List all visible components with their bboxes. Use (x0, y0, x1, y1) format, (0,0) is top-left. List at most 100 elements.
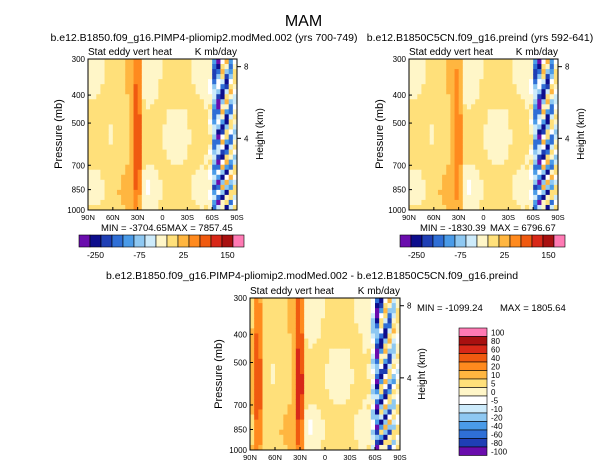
heatmap-cell (275, 323, 280, 329)
heatmap-cell (387, 343, 393, 350)
heatmap-cell (454, 184, 460, 191)
heatmap-cell (145, 184, 151, 191)
heatmap-cell (370, 374, 376, 380)
heatmap-cell (228, 99, 234, 105)
heatmap-cell (88, 129, 93, 135)
heatmap-cell (254, 343, 259, 350)
heatmap-cell (409, 169, 414, 176)
heatmap-cell (341, 384, 347, 390)
heatmap-cell (166, 59, 172, 65)
heatmap-cell (345, 303, 351, 309)
heatmap-cell (387, 379, 393, 385)
heatmap-cell (437, 129, 443, 135)
colorbar-swatch (89, 234, 102, 248)
heatmap-cell (350, 414, 355, 420)
heatmap-cell (370, 303, 376, 309)
heatmap-cell (466, 149, 472, 156)
heatmap-cell (354, 298, 359, 304)
heatmap-cell (437, 124, 443, 130)
heatmap-cell (487, 204, 493, 211)
heatmap-cell (446, 144, 451, 150)
heatmap-cell (150, 99, 155, 105)
heatmap-cell (475, 69, 480, 75)
heatmap-cell (104, 129, 110, 135)
heatmap-cell (170, 184, 176, 191)
heatmap-cell (370, 444, 376, 451)
x-tick-label: 60N (106, 213, 120, 222)
heatmap-cell (429, 79, 435, 85)
heatmap-cell (104, 144, 110, 150)
heatmap-cell (479, 59, 484, 65)
heatmap-cell (329, 424, 334, 431)
heatmap-cell (409, 179, 414, 186)
heatmap-cell (203, 89, 209, 95)
heatmap-cell (166, 154, 172, 161)
heatmap-cell (479, 74, 484, 80)
heatmap-cell (446, 104, 451, 110)
heatmap-cell (228, 164, 234, 171)
heatmap-cell (270, 384, 276, 390)
heatmap-cell (300, 444, 305, 451)
heatmap-cell (137, 74, 143, 80)
heatmap-cell (471, 129, 476, 135)
y-tick-label: 500 (234, 358, 248, 367)
heatmap-cell (329, 343, 334, 350)
heatmap-cell (203, 149, 209, 156)
heatmap-cell (104, 119, 110, 125)
heatmap-cell (212, 164, 217, 171)
heatmap-cell (409, 124, 414, 130)
heatmap-cell (524, 189, 530, 196)
heatmap-cell (100, 194, 105, 201)
heatmap-cell (316, 379, 322, 385)
heatmap-cell (341, 353, 347, 360)
heatmap-cell (379, 368, 384, 375)
heatmap-cell (232, 124, 238, 130)
heatmap-cell (537, 144, 542, 150)
heatmap-cell (100, 119, 105, 125)
heatmap-cell (541, 109, 546, 115)
heatmap-cell (108, 184, 114, 191)
heatmap-cell (387, 399, 393, 405)
heatmap-cell (320, 389, 326, 395)
heatmap-cell (212, 99, 217, 105)
heatmap-cell (458, 184, 464, 191)
heatmap-cell (483, 204, 489, 211)
heatmap-cell (179, 184, 184, 191)
heatmap-cell (508, 59, 513, 65)
heatmap-cell (471, 94, 476, 100)
heatmap-cell (100, 79, 105, 85)
heatmap-cell (279, 338, 284, 344)
heatmap-cell (354, 353, 359, 360)
heatmap-cell (345, 419, 351, 426)
heatmap-cell (270, 404, 276, 410)
heatmap-cell (316, 384, 322, 390)
heatmap-cell (454, 189, 460, 196)
heatmap-cell (179, 149, 184, 156)
heatmap-cell (417, 59, 422, 65)
heatmap-cell (329, 429, 334, 436)
heatmap-cell (232, 174, 238, 181)
heatmap-cell (379, 444, 384, 451)
heatmap-cell (224, 69, 230, 75)
heatmap-cell (133, 99, 139, 105)
heatmap-cell (362, 419, 368, 426)
heatmap-cell (191, 194, 197, 201)
heatmap-cell (270, 318, 276, 324)
heatmap-cell (358, 343, 363, 350)
heatmap-cell (458, 114, 464, 120)
heatmap-cell (391, 439, 397, 446)
heatmap-cell (471, 134, 476, 140)
heatmap-cell (421, 164, 426, 171)
x-tick-label: 90S (230, 213, 243, 222)
heatmap-cell (295, 399, 301, 405)
heatmap-cell (308, 434, 313, 441)
heatmap-cell (216, 99, 221, 105)
heatmap-cell (320, 394, 326, 400)
heatmap-cell (383, 318, 388, 324)
heatmap-cell (370, 298, 376, 304)
heatmap-cell (358, 379, 363, 385)
heatmap-cell (350, 399, 355, 405)
heatmap-cell (220, 84, 225, 90)
heatmap-cell (495, 184, 501, 191)
heatmap-cell (258, 303, 263, 309)
